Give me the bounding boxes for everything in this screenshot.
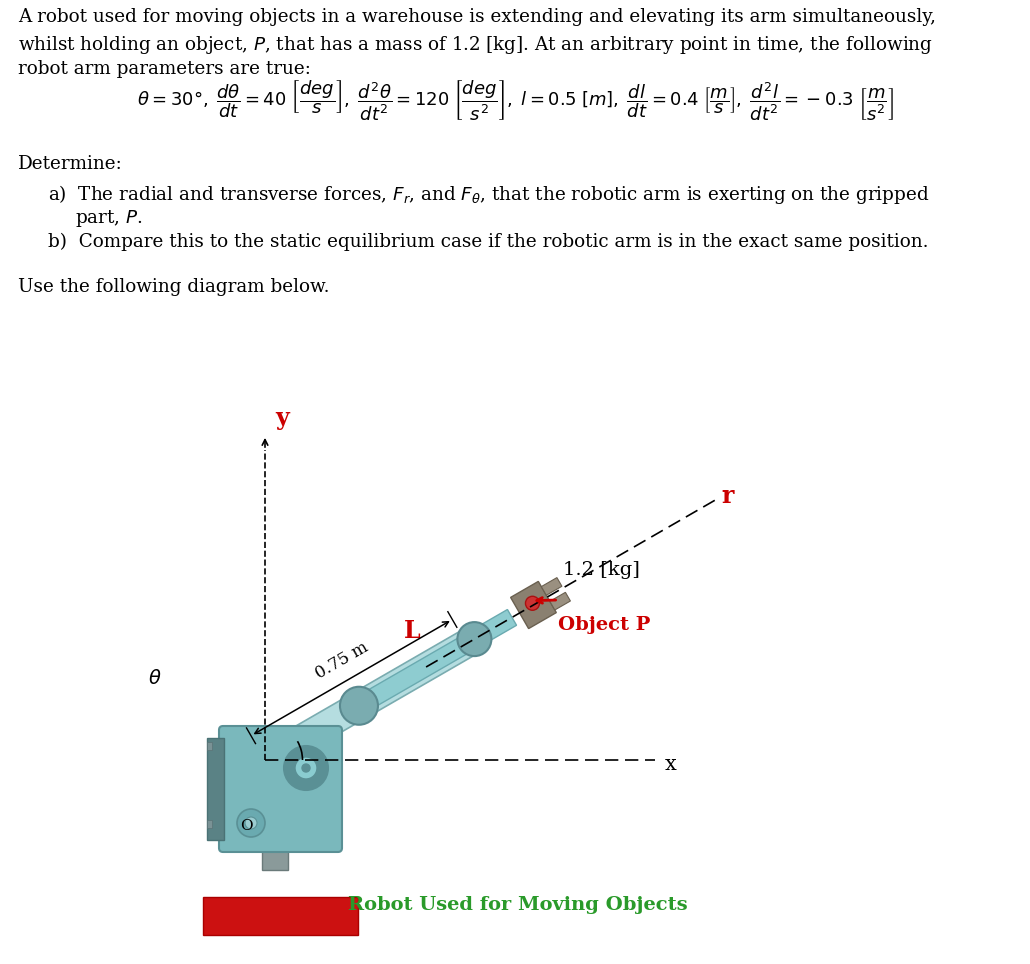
Text: a)  The radial and transverse forces, $F_r$, and $F_\theta$, that the robotic ar: a) The radial and transverse forces, $F_… xyxy=(48,183,929,206)
Text: $\theta$: $\theta$ xyxy=(309,761,321,779)
Circle shape xyxy=(340,686,378,725)
Text: b)  Compare this to the static equilibrium case if the robotic arm is in the exa: b) Compare this to the static equilibriu… xyxy=(48,233,928,252)
Bar xyxy=(207,738,224,840)
Polygon shape xyxy=(354,609,516,713)
Text: $\theta = 30°,\;\dfrac{d\theta}{dt} = 40\;\left[\dfrac{deg}{s}\right],\;\dfrac{d: $\theta = 30°,\;\dfrac{d\theta}{dt} = 40… xyxy=(137,78,893,122)
Text: whilst holding an object, $P$, that has a mass of 1.2 [kg]. At an arbitrary poin: whilst holding an object, $P$, that has … xyxy=(18,34,933,56)
Text: part, $P$.: part, $P$. xyxy=(75,208,143,229)
Polygon shape xyxy=(542,577,562,595)
Circle shape xyxy=(284,746,328,790)
Text: Determine:: Determine: xyxy=(18,155,123,173)
Text: x: x xyxy=(665,756,677,774)
Text: Robot Used for Moving Objects: Robot Used for Moving Objects xyxy=(348,896,688,914)
Bar xyxy=(207,742,212,750)
Bar xyxy=(262,780,288,870)
Text: y: y xyxy=(275,406,288,430)
Circle shape xyxy=(295,757,317,779)
Polygon shape xyxy=(511,581,556,629)
Circle shape xyxy=(457,622,491,656)
Text: A robot used for moving objects in a warehouse is extending and elevating its ar: A robot used for moving objects in a war… xyxy=(18,8,936,26)
Text: r: r xyxy=(721,484,733,508)
Circle shape xyxy=(525,597,540,610)
Bar xyxy=(203,897,358,935)
Circle shape xyxy=(302,764,310,772)
Polygon shape xyxy=(279,627,481,760)
FancyBboxPatch shape xyxy=(219,726,342,852)
Circle shape xyxy=(245,817,258,829)
Text: L: L xyxy=(404,619,421,643)
Text: Use the following diagram below.: Use the following diagram below. xyxy=(18,278,330,296)
Text: robot arm parameters are true:: robot arm parameters are true: xyxy=(18,60,311,78)
Text: $\theta$: $\theta$ xyxy=(148,668,162,687)
Text: Object P: Object P xyxy=(558,616,651,634)
Polygon shape xyxy=(550,592,571,610)
Text: O: O xyxy=(240,819,252,833)
Text: 0.75 m: 0.75 m xyxy=(312,638,371,683)
Text: 1.2 [kg]: 1.2 [kg] xyxy=(563,561,641,579)
Circle shape xyxy=(237,809,265,837)
Bar xyxy=(207,820,212,828)
